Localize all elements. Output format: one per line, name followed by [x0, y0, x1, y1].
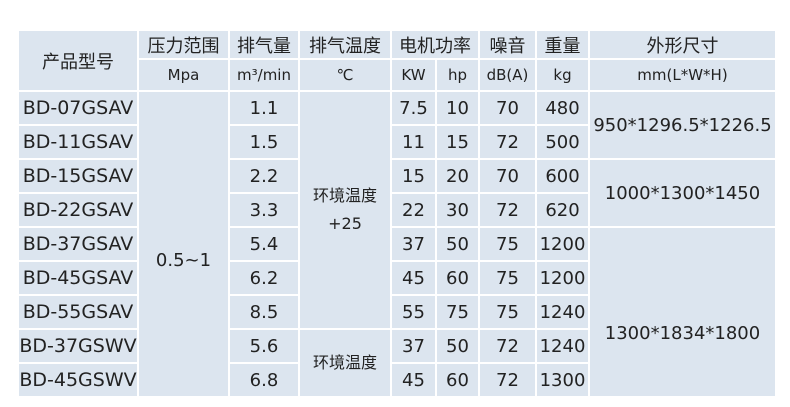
- model-cell: BD-37GSAV: [17, 226, 139, 262]
- weight-cell: 1200: [535, 260, 590, 296]
- noise-cell: 72: [478, 362, 537, 398]
- noise-cell: 75: [478, 226, 537, 262]
- flow-cell: 6.2: [228, 260, 300, 296]
- unit-pressure: Mpa: [137, 58, 230, 92]
- hp-cell: 60: [435, 260, 480, 296]
- noise-cell: 70: [478, 90, 537, 126]
- unit-dims: mm(L*W*H): [588, 58, 777, 92]
- kw-cell: 11: [390, 124, 437, 160]
- table-row: BD-15GSAV 2.2 15 20 70 600 1000*1300*1450: [17, 158, 777, 228]
- header-noise: 噪音: [478, 29, 537, 60]
- table-row: BD-45GSWV 6.8 45 60 72 1300: [17, 362, 776, 398]
- header-pressure: 压力范围: [137, 29, 230, 60]
- table-row: BD-07GSAV 0.5~1 1.1 环境温度 +25 7.5 10 70 480 950*12…: [17, 90, 777, 398]
- flow-cell: 6.8: [228, 362, 300, 398]
- unit-noise: dB(A): [478, 58, 537, 92]
- header-dims: 外形尺寸: [588, 29, 777, 60]
- kw-cell: 45: [390, 260, 437, 296]
- weight-cell: 1300: [535, 362, 590, 398]
- noise-cell: 72: [478, 328, 537, 364]
- table-row: BD-11GSAV 1.5 11 15 72 500: [17, 124, 776, 160]
- kw-cell: 45: [390, 362, 437, 398]
- temp-cell: 环境温度 +25: [298, 90, 392, 330]
- units-row: Mpa m³/min ℃ KW hp dB(A) kg mm(L*W*H): [18, 58, 777, 92]
- kw-cell: 37: [390, 226, 437, 262]
- noise-cell: 70: [478, 158, 537, 194]
- noise-cell: 72: [478, 124, 537, 160]
- model-cell: BD-37GSWV: [17, 328, 139, 364]
- flow-cell: 1.1: [228, 90, 300, 126]
- table-row: BD-37GSAV 5.4 37 50 75 1200 1300*1834*1800: [17, 226, 777, 398]
- weight-cell: 480: [535, 90, 590, 126]
- dims-cell: 1300*1834*1800: [588, 226, 777, 398]
- table-row: BD-37GSWV 5.6 环境温度 37 50 72 1240: [17, 328, 776, 398]
- header-model: 产品型号: [17, 29, 139, 92]
- unit-kw: KW: [390, 58, 437, 92]
- kw-cell: 7.5: [390, 90, 437, 126]
- pressure-cell: 0.5~1: [137, 90, 230, 398]
- hp-cell: 20: [435, 158, 480, 194]
- weight-cell: 600: [535, 158, 590, 194]
- model-cell: BD-55GSAV: [17, 294, 139, 330]
- model-cell: BD-45GSAV: [17, 260, 139, 296]
- header-flow: 排气量: [228, 29, 300, 60]
- hp-cell: 60: [435, 362, 480, 398]
- hp-cell: 75: [435, 294, 480, 330]
- hp-cell: 50: [435, 328, 480, 364]
- weight-cell: 1240: [535, 294, 590, 330]
- header-power: 电机功率: [390, 29, 480, 60]
- noise-cell: 75: [478, 260, 537, 296]
- temp-line1: 环境温度: [312, 353, 377, 372]
- hp-cell: 50: [435, 226, 480, 262]
- model-cell: BD-22GSAV: [17, 192, 139, 228]
- table-row: BD-22GSAV 3.3 22 30 72 620: [17, 192, 776, 228]
- model-cell: BD-45GSWV: [17, 362, 139, 398]
- header-temp: 排气温度: [298, 29, 392, 60]
- weight-cell: 500: [535, 124, 590, 160]
- model-cell: BD-11GSAV: [17, 124, 139, 160]
- temp-cell: 环境温度: [298, 328, 392, 398]
- unit-weight: kg: [535, 58, 590, 92]
- temp-line2: +25: [328, 214, 362, 233]
- unit-flow: m³/min: [228, 58, 300, 92]
- model-cell: BD-07GSAV: [17, 90, 139, 126]
- hp-cell: 15: [435, 124, 480, 160]
- kw-cell: 15: [390, 158, 437, 194]
- dims-cell: 1000*1300*1450: [588, 158, 777, 228]
- weight-cell: 620: [535, 192, 590, 228]
- kw-cell: 37: [390, 328, 437, 364]
- noise-cell: 72: [478, 192, 537, 228]
- product-spec-table: 产品型号 压力范围 排气量 排气温度 电机功率 噪音 重量 外形尺寸 Mpa m…: [17, 29, 777, 398]
- header-row: 产品型号 压力范围 排气量 排气温度 电机功率 噪音 重量 外形尺寸: [17, 29, 777, 92]
- flow-cell: 5.4: [228, 226, 300, 262]
- model-cell: BD-15GSAV: [17, 158, 139, 194]
- flow-cell: 3.3: [228, 192, 300, 228]
- unit-temp: ℃: [298, 58, 392, 92]
- header-weight: 重量: [535, 29, 590, 60]
- kw-cell: 55: [390, 294, 437, 330]
- flow-cell: 2.2: [228, 158, 300, 194]
- flow-cell: 8.5: [228, 294, 300, 330]
- kw-cell: 22: [390, 192, 437, 228]
- hp-cell: 30: [435, 192, 480, 228]
- table-row: BD-45GSAV 6.2 45 60 75 1200: [17, 260, 776, 296]
- weight-cell: 1200: [535, 226, 590, 262]
- flow-cell: 5.6: [228, 328, 300, 364]
- temp-line1: 环境温度: [312, 186, 377, 205]
- hp-cell: 10: [435, 90, 480, 126]
- unit-hp: hp: [435, 58, 480, 92]
- flow-cell: 1.5: [228, 124, 300, 160]
- weight-cell: 1240: [535, 328, 590, 364]
- noise-cell: 75: [478, 294, 537, 330]
- table-row: BD-55GSAV 8.5 55 75 75 1240: [17, 294, 776, 330]
- dims-cell: 950*1296.5*1226.5: [588, 90, 777, 160]
